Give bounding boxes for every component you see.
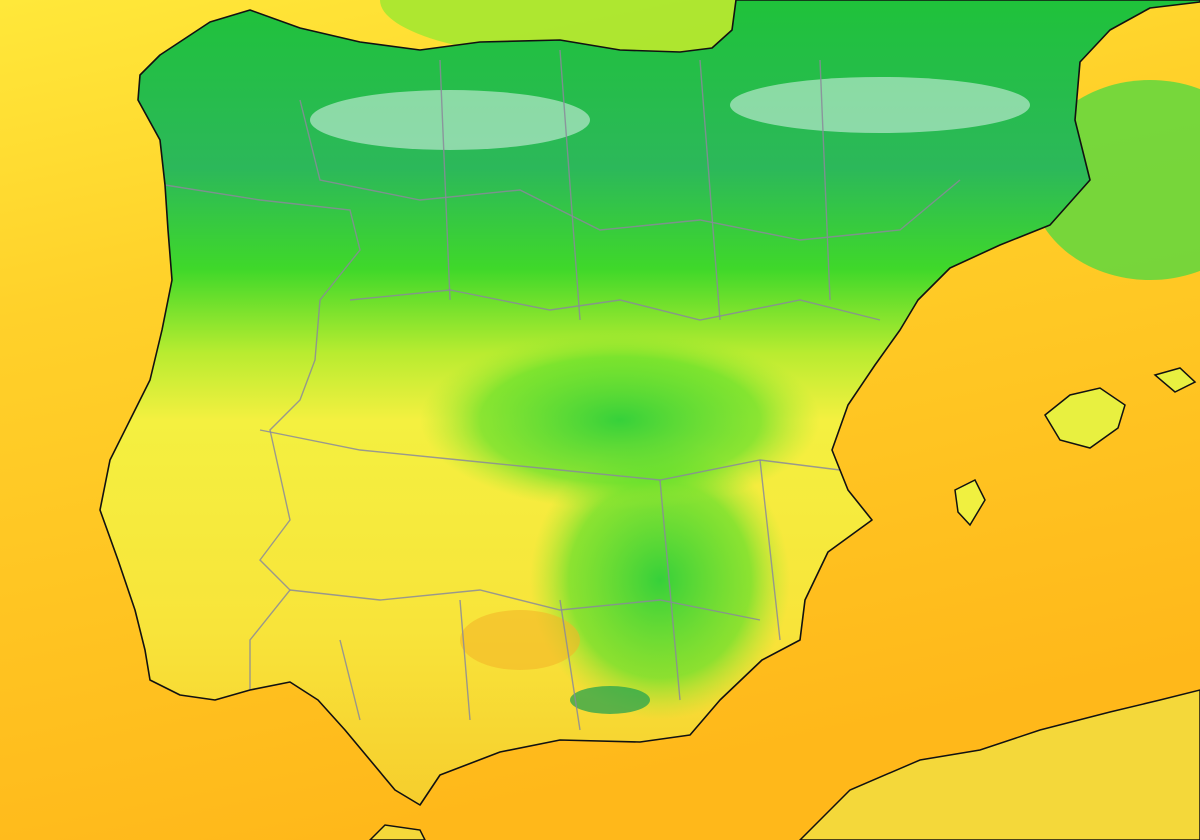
green-zone (530, 440, 790, 720)
province-line (339, 459, 781, 731)
mallorca (1044, 387, 1126, 449)
province-line (299, 99, 961, 241)
menorca (1153, 367, 1197, 393)
province-line (439, 49, 831, 321)
green-zone (420, 330, 820, 510)
north-africa (798, 689, 1200, 840)
snow (730, 77, 1030, 133)
north-africa (368, 824, 426, 840)
warm-zone (460, 610, 580, 670)
province-line (289, 589, 761, 621)
snow (310, 90, 590, 150)
mountain (570, 686, 650, 714)
ibiza (954, 478, 986, 527)
